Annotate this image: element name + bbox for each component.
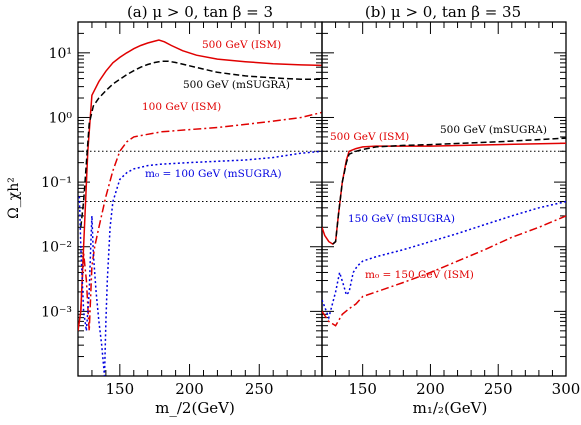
panel-a-series-0 (78, 39, 322, 331)
panel-b-series-3 (322, 215, 566, 327)
panel-a-x-tick-label: 250 (245, 380, 274, 398)
panel-a-x-tick-label: 200 (175, 380, 204, 398)
panel-a-x-tick-label: 150 (106, 380, 135, 398)
panel-b-series-1 (332, 137, 566, 245)
panel-a-frame (77, 21, 323, 377)
panel-a-series-2 (80, 111, 322, 331)
panel-b: 150 200 250 300 (321, 21, 581, 398)
panel-b-x-tick-label: 250 (484, 380, 513, 398)
panel-a-label-100-msugra: m₀ = 100 GeV (mSUGRA) (145, 168, 282, 180)
panel-b-x-axis-label: m₁/₂(GeV) (413, 399, 488, 417)
panel-a-series-1 (80, 60, 322, 228)
panel-a-y-tick-label: 10⁻³ (41, 304, 72, 320)
panel-a-x-axis-label: m_/2(GeV) (155, 399, 235, 417)
panel-b-x-tick-label: 300 (552, 380, 581, 398)
y-axis-label: Ω_χh² (6, 177, 22, 219)
panel-b-label-150-msugra: 150 GeV (mSUGRA) (348, 213, 455, 225)
panel-b-label-500-msugra: 500 GeV (mSUGRA) (440, 124, 547, 136)
panel-b-title: (b) μ > 0, tan β = 35 (365, 3, 521, 21)
panel-a-y-tick-label: 10⁻¹ (41, 175, 72, 191)
panel-b-x-tick-label: 200 (416, 380, 445, 398)
panel-a-title: (a) μ > 0, tan β = 3 (127, 3, 273, 21)
panel-a-label-100-ism: 100 GeV (ISM) (142, 101, 221, 113)
panel-a-series-3 (78, 150, 322, 376)
panel-b-frame (321, 21, 567, 377)
panel-a-y-tick-label: 10¹ (49, 46, 72, 62)
panel-b-label-150-ism: m₀ = 150 GeV (ISM) (365, 269, 474, 281)
panel-a-label-500-ism: 500 GeV (ISM) (202, 39, 281, 51)
panel-a-y-tick-label: 10⁰ (49, 110, 73, 126)
panel-b-x-tick-label: 150 (348, 380, 377, 398)
panel-a: 150 200 250 10⁻³ 10⁻² 10⁻¹ 10⁰ 10¹ (41, 21, 323, 398)
panel-b-series-0 (322, 142, 566, 246)
panel-a-y-tick-label: 10⁻² (41, 240, 72, 256)
panel-a-label-500-msugra: 500 GeV (mSUGRA) (183, 79, 290, 91)
panel-b-label-500-ism: 500 GeV (ISM) (330, 131, 409, 143)
